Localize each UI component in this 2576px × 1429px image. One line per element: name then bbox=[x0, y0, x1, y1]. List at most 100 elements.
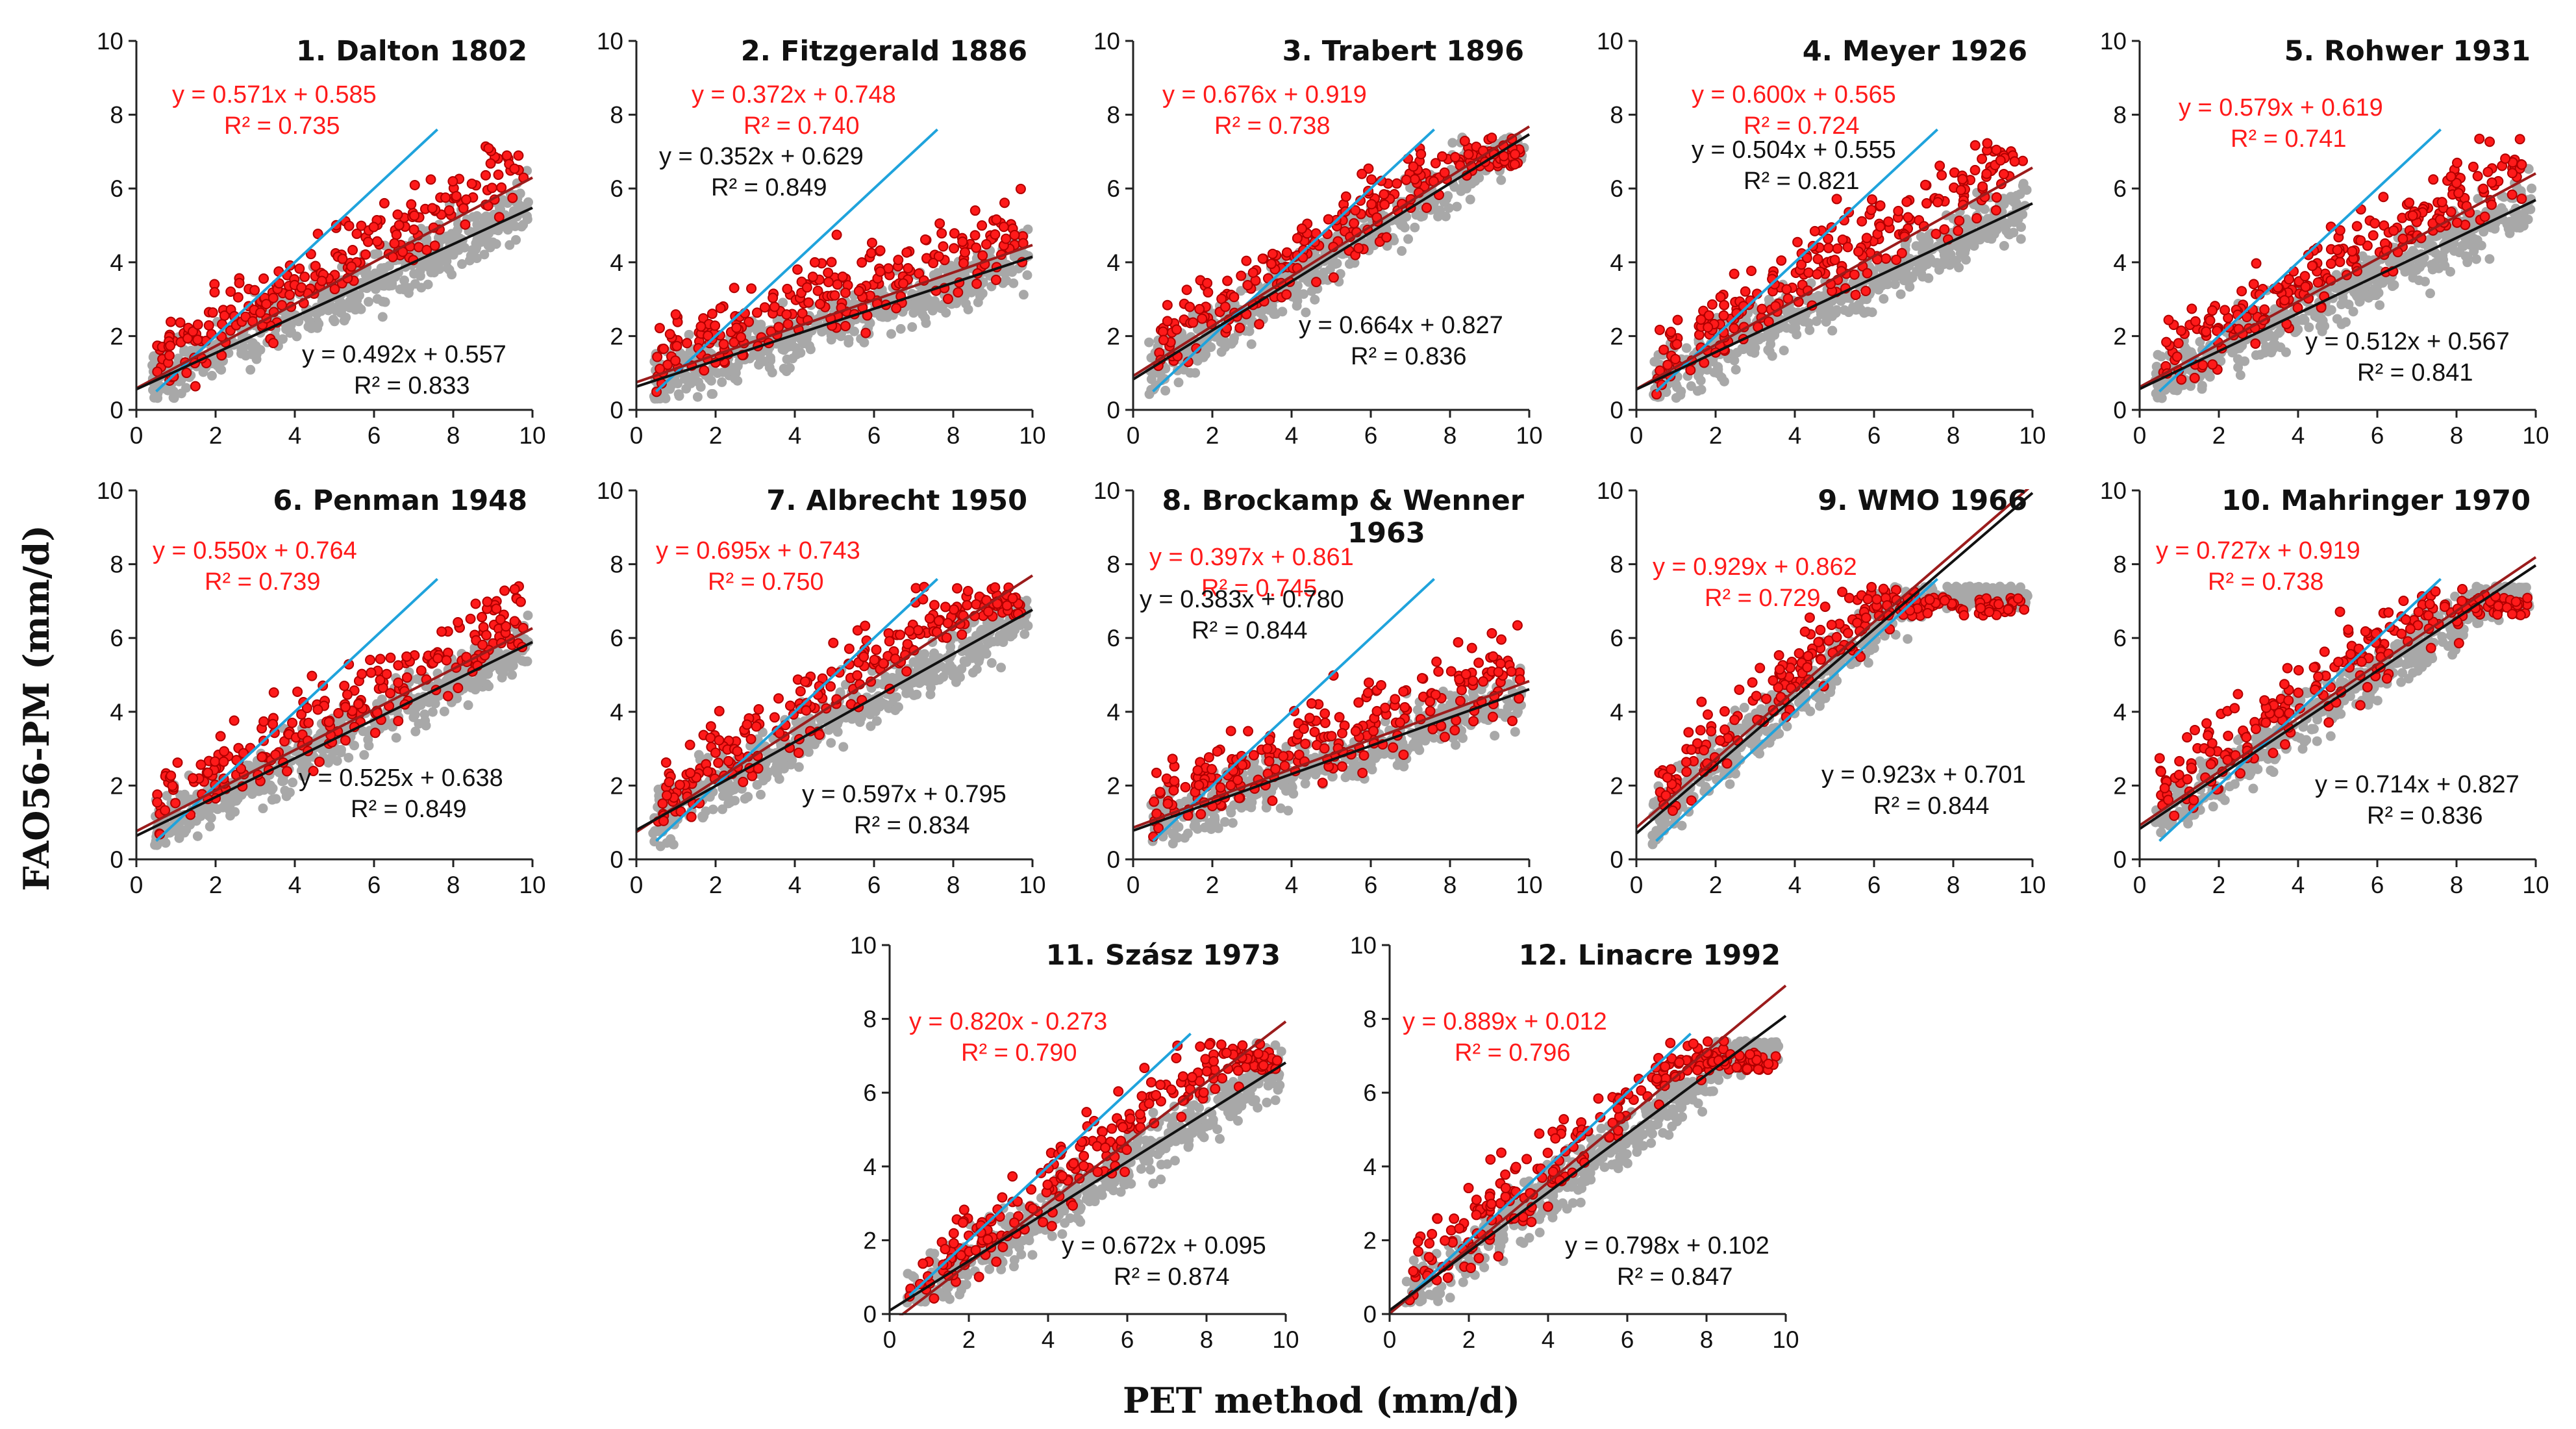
red-point bbox=[2190, 316, 2201, 327]
red-point bbox=[314, 756, 325, 767]
red-point bbox=[658, 344, 669, 355]
red-point bbox=[2303, 249, 2314, 260]
red-point bbox=[1695, 314, 1707, 325]
red-point bbox=[2514, 134, 2525, 145]
red-point bbox=[240, 311, 251, 322]
red-point bbox=[299, 272, 310, 283]
red-equation: y = 0.372x + 0.748 bbox=[692, 81, 896, 108]
y-tick-label: 4 bbox=[610, 249, 623, 276]
red-point bbox=[292, 686, 303, 697]
x-tick-label: 2 bbox=[1709, 422, 1723, 449]
gray-point bbox=[1754, 335, 1764, 345]
red-point bbox=[1857, 216, 1868, 227]
gray-point bbox=[1708, 357, 1718, 367]
gray-point bbox=[1890, 279, 1900, 290]
gray-point bbox=[1292, 301, 1302, 311]
gray-point bbox=[278, 776, 288, 786]
gray-point bbox=[1969, 241, 1979, 251]
red-point bbox=[2212, 325, 2223, 336]
red-point bbox=[1931, 229, 1942, 240]
red-point bbox=[2325, 258, 2336, 269]
x-tick-label: 6 bbox=[368, 872, 381, 898]
red-point bbox=[1829, 255, 1840, 266]
red-point bbox=[1955, 184, 1966, 196]
red-point bbox=[1323, 214, 1334, 225]
red-point bbox=[175, 317, 186, 328]
gray-point bbox=[1018, 290, 1029, 300]
gray-point bbox=[354, 290, 364, 301]
black-trend-line bbox=[1636, 202, 2033, 391]
red-point bbox=[2453, 188, 2464, 199]
gray-point bbox=[2205, 372, 2215, 382]
red-point bbox=[192, 335, 203, 346]
red-point bbox=[2189, 372, 2200, 383]
red-point bbox=[1001, 233, 1012, 244]
red-point bbox=[1459, 136, 1470, 147]
red-point bbox=[1823, 233, 1834, 244]
red-point bbox=[2516, 159, 2527, 170]
red-point bbox=[172, 757, 183, 768]
gray-point bbox=[153, 388, 163, 399]
red-point bbox=[953, 287, 964, 298]
gray-point bbox=[2156, 351, 2166, 362]
red-point bbox=[255, 307, 266, 318]
gray-point bbox=[2445, 266, 2455, 277]
red-point bbox=[654, 323, 665, 334]
red-point bbox=[188, 326, 199, 337]
gray-point bbox=[485, 242, 495, 253]
gray-point bbox=[1403, 234, 1414, 244]
red-point bbox=[898, 278, 909, 289]
black-equation: y = 0.504x + 0.555 bbox=[1692, 136, 1896, 164]
gray-point bbox=[2527, 183, 2537, 194]
gray-point bbox=[996, 663, 1007, 673]
gray-point bbox=[1246, 339, 1257, 349]
y-tick-label: 4 bbox=[110, 699, 123, 726]
y-tick-label: 10 bbox=[1094, 28, 1120, 55]
gray-point bbox=[2157, 393, 2167, 403]
gray-point bbox=[778, 297, 788, 308]
gray-point bbox=[1307, 286, 1317, 296]
gray-point bbox=[1220, 342, 1231, 352]
red-point bbox=[1366, 199, 1377, 210]
gray-point bbox=[442, 262, 453, 273]
red-point bbox=[425, 174, 436, 185]
x-tick-label: 8 bbox=[1947, 422, 1960, 449]
y-tick-label: 8 bbox=[1610, 102, 1623, 129]
gray-point bbox=[428, 696, 438, 707]
red-point bbox=[375, 674, 386, 685]
gray-point bbox=[230, 807, 240, 817]
gray-point bbox=[391, 733, 401, 743]
red-point bbox=[284, 289, 295, 300]
red-point bbox=[268, 338, 279, 349]
gray-point bbox=[838, 742, 849, 752]
red-point bbox=[2334, 257, 2345, 268]
gray-point bbox=[212, 804, 223, 815]
red-point bbox=[1801, 253, 1812, 264]
gray-point bbox=[960, 299, 971, 309]
x-tick-label: 10 bbox=[519, 872, 545, 898]
gray-point bbox=[2013, 214, 2023, 224]
plot-area bbox=[636, 128, 1034, 404]
red-point bbox=[249, 285, 260, 296]
gray-point bbox=[1790, 323, 1801, 333]
red-point bbox=[447, 176, 458, 187]
x-tick-label: 0 bbox=[1127, 422, 1140, 449]
gray-point bbox=[1764, 346, 1775, 357]
red-point bbox=[203, 767, 214, 778]
red-point bbox=[1746, 266, 1757, 277]
red-point bbox=[1242, 280, 1253, 291]
red-point bbox=[751, 307, 762, 318]
gray-point bbox=[1805, 325, 1815, 335]
x-tick-label: 4 bbox=[288, 872, 302, 898]
red-point bbox=[429, 240, 440, 251]
red-point bbox=[393, 660, 404, 671]
red-point bbox=[1866, 194, 1877, 205]
gray-point bbox=[1709, 367, 1719, 377]
y-tick-label: 6 bbox=[110, 625, 123, 651]
red-point bbox=[509, 616, 520, 627]
red-point bbox=[664, 329, 675, 340]
gray-point bbox=[2344, 299, 2354, 310]
gray-point bbox=[380, 297, 390, 307]
red-point bbox=[356, 668, 368, 679]
